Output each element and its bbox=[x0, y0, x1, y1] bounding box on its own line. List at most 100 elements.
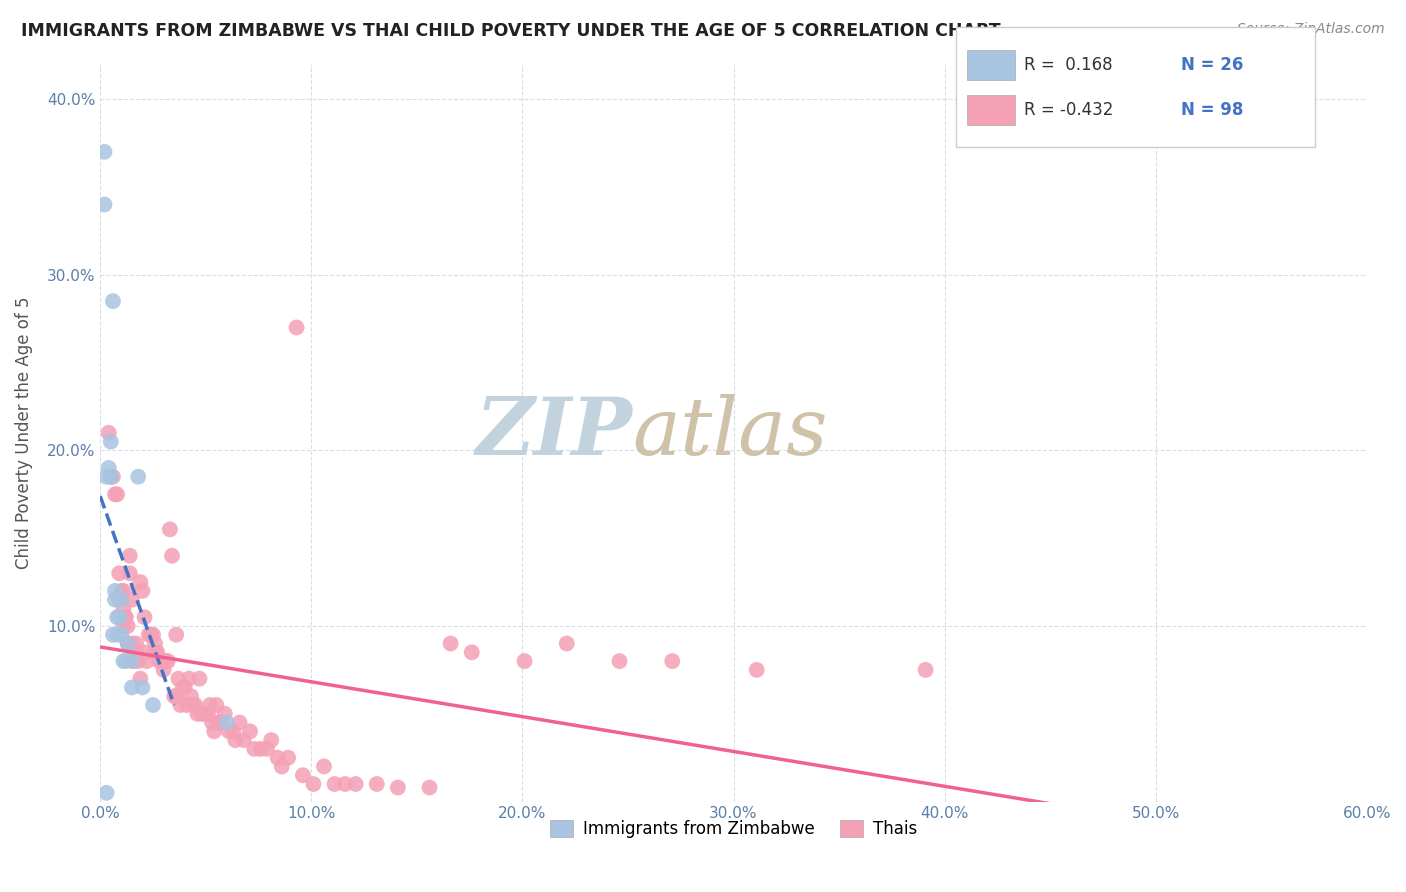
Point bbox=[104, 583, 127, 598]
Point bbox=[159, 522, 181, 536]
Point bbox=[156, 654, 179, 668]
Point bbox=[114, 610, 136, 624]
Point bbox=[224, 733, 246, 747]
Point bbox=[239, 724, 262, 739]
Point bbox=[105, 610, 128, 624]
Point bbox=[745, 663, 768, 677]
Point bbox=[100, 434, 122, 449]
Point bbox=[302, 777, 325, 791]
Point bbox=[461, 645, 484, 659]
Point bbox=[125, 645, 148, 659]
Point bbox=[198, 698, 221, 712]
Point bbox=[228, 715, 250, 730]
Point bbox=[291, 768, 314, 782]
Point bbox=[188, 672, 211, 686]
Point bbox=[165, 690, 187, 704]
Point bbox=[112, 654, 135, 668]
Point bbox=[118, 549, 141, 563]
Point bbox=[93, 145, 115, 159]
Point bbox=[108, 566, 131, 581]
Point bbox=[914, 663, 936, 677]
Point bbox=[117, 636, 139, 650]
Point bbox=[100, 469, 122, 483]
Point bbox=[142, 698, 165, 712]
Point bbox=[125, 636, 148, 650]
Point bbox=[138, 628, 160, 642]
Point bbox=[121, 636, 143, 650]
Point bbox=[215, 715, 238, 730]
Text: IMMIGRANTS FROM ZIMBABWE VS THAI CHILD POVERTY UNDER THE AGE OF 5 CORRELATION CH: IMMIGRANTS FROM ZIMBABWE VS THAI CHILD P… bbox=[21, 22, 1001, 40]
Point bbox=[169, 698, 191, 712]
Point bbox=[177, 672, 200, 686]
Text: N = 98: N = 98 bbox=[1181, 101, 1243, 119]
Point bbox=[249, 742, 271, 756]
Point bbox=[333, 777, 356, 791]
Point bbox=[114, 610, 136, 624]
Point bbox=[609, 654, 631, 668]
Point bbox=[312, 759, 335, 773]
Point bbox=[180, 690, 202, 704]
Text: N = 26: N = 26 bbox=[1181, 56, 1243, 74]
Point bbox=[121, 592, 143, 607]
Point bbox=[104, 487, 127, 501]
Point bbox=[97, 461, 120, 475]
Text: R =  0.168: R = 0.168 bbox=[1024, 56, 1112, 74]
Point bbox=[197, 706, 219, 721]
Point bbox=[110, 592, 132, 607]
Point bbox=[131, 681, 153, 695]
Point bbox=[193, 706, 215, 721]
Point bbox=[100, 469, 122, 483]
Point bbox=[127, 469, 149, 483]
Point bbox=[118, 566, 141, 581]
Point bbox=[122, 645, 145, 659]
Point bbox=[142, 628, 165, 642]
Point bbox=[96, 469, 118, 483]
Text: Source: ZipAtlas.com: Source: ZipAtlas.com bbox=[1237, 22, 1385, 37]
Point bbox=[134, 645, 156, 659]
Point bbox=[270, 759, 292, 773]
Point bbox=[440, 636, 463, 650]
Point bbox=[129, 575, 152, 590]
Point bbox=[127, 654, 149, 668]
Point bbox=[114, 654, 136, 668]
Point bbox=[101, 469, 124, 483]
Point bbox=[104, 592, 127, 607]
Point bbox=[122, 654, 145, 668]
Point bbox=[155, 654, 177, 668]
Y-axis label: Child Poverty Under the Age of 5: Child Poverty Under the Age of 5 bbox=[15, 296, 32, 569]
Point bbox=[260, 733, 283, 747]
Point bbox=[143, 636, 166, 650]
Point bbox=[181, 698, 204, 712]
Legend: Immigrants from Zimbabwe, Thais: Immigrants from Zimbabwe, Thais bbox=[543, 814, 924, 845]
Point bbox=[105, 487, 128, 501]
Point bbox=[112, 583, 135, 598]
Text: ZIP: ZIP bbox=[475, 394, 633, 472]
Point bbox=[150, 654, 173, 668]
Point bbox=[152, 663, 174, 677]
Point bbox=[167, 672, 190, 686]
Point bbox=[222, 724, 245, 739]
Point bbox=[131, 583, 153, 598]
Point bbox=[146, 645, 169, 659]
Point bbox=[97, 425, 120, 440]
Point bbox=[96, 786, 118, 800]
Point bbox=[419, 780, 441, 795]
Point bbox=[112, 619, 135, 633]
Point bbox=[172, 681, 194, 695]
Point bbox=[121, 681, 143, 695]
Point bbox=[176, 698, 198, 712]
Point bbox=[202, 724, 225, 739]
Point bbox=[214, 706, 236, 721]
Point bbox=[110, 628, 132, 642]
Point bbox=[105, 628, 128, 642]
Point bbox=[134, 610, 156, 624]
Point bbox=[101, 628, 124, 642]
Point bbox=[93, 197, 115, 211]
Point bbox=[129, 672, 152, 686]
Point bbox=[165, 628, 187, 642]
Point bbox=[285, 320, 308, 334]
Point bbox=[201, 715, 224, 730]
Point bbox=[661, 654, 683, 668]
Point bbox=[209, 715, 232, 730]
Point bbox=[143, 645, 166, 659]
